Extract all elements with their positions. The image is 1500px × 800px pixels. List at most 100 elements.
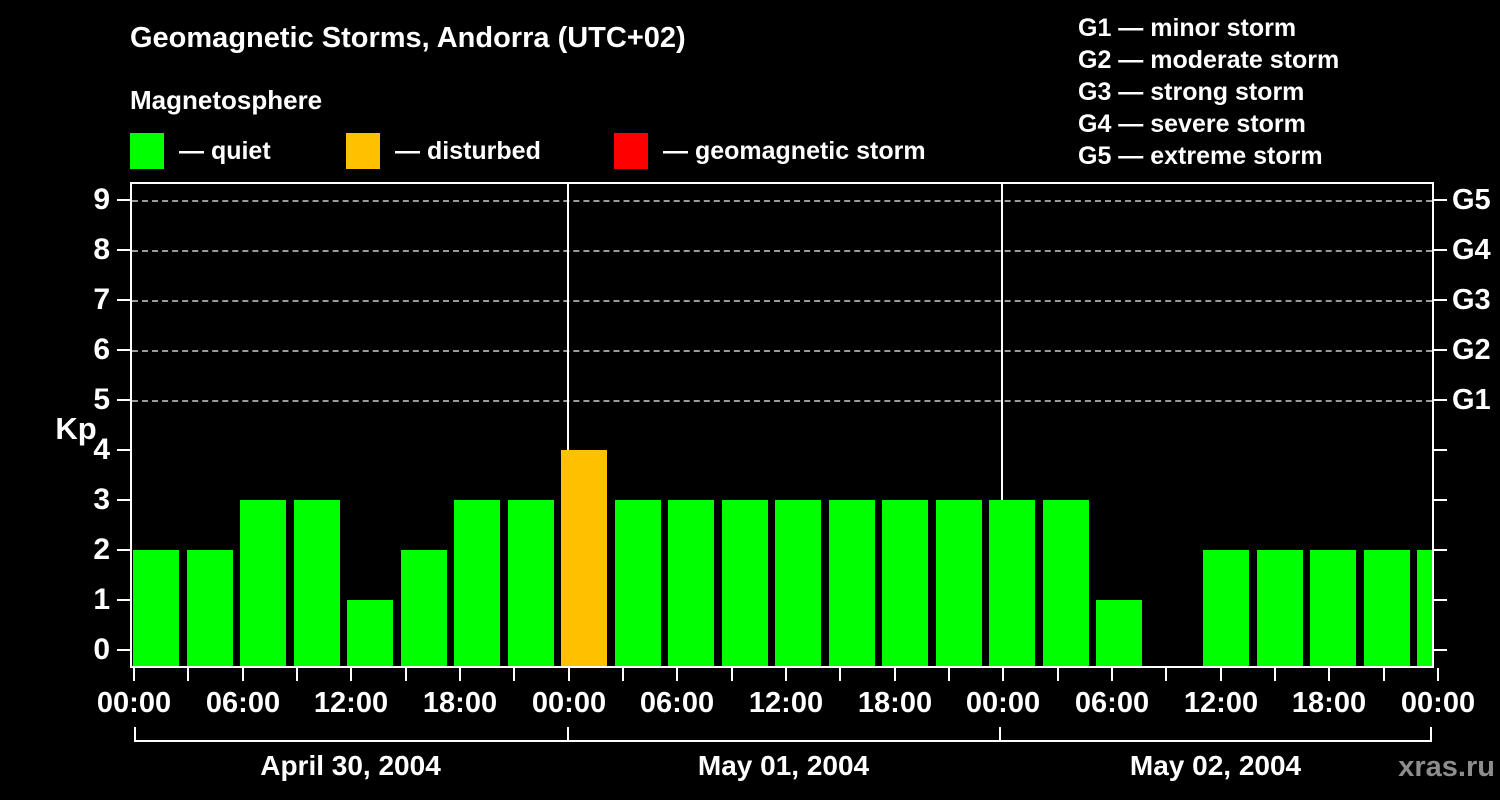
x-axis-tick [133, 668, 135, 681]
time-label: 12:00 [748, 687, 824, 719]
kp-bar [507, 500, 554, 666]
kp-bar [1417, 550, 1432, 666]
storm-scale-legend-line: G2 — moderate storm [1078, 46, 1340, 74]
x-axis-tick [1383, 668, 1385, 681]
date-axis-tick [567, 727, 569, 742]
kp-gridline [132, 250, 1432, 252]
kp-bar [347, 600, 393, 666]
y-axis-label: 9 [93, 183, 110, 216]
date-label: May 01, 2004 [697, 750, 870, 781]
x-axis-tick [296, 668, 298, 681]
kp-gridline [132, 350, 1432, 352]
y-axis-tick [117, 399, 130, 401]
kp-gridline [132, 400, 1432, 402]
y-axis-label: 3 [93, 483, 110, 516]
time-label: 00:00 [1400, 687, 1476, 719]
kp-bar [293, 500, 340, 666]
chart-subtitle: Magnetosphere [130, 85, 323, 115]
y-axis-label: 1 [93, 583, 110, 616]
y-axis-tick [117, 249, 130, 251]
kp-bar [935, 500, 982, 666]
x-axis-tick [1111, 668, 1113, 681]
x-axis-tick [1328, 668, 1330, 681]
kp-bar [1256, 550, 1303, 666]
plot-frame [130, 182, 1434, 668]
g-level-label: G3 [1452, 284, 1491, 316]
kp-gridline [132, 300, 1432, 302]
right-axis-tick [1434, 199, 1447, 201]
y-axis-tick [117, 599, 130, 601]
x-axis-tick [459, 668, 461, 681]
y-axis-label: 8 [93, 233, 110, 266]
legend-item: — quiet [130, 133, 271, 169]
kp-bar [1363, 550, 1410, 666]
kp-bar [668, 500, 714, 666]
right-axis-tick [1434, 349, 1447, 351]
storm-scale-legend-line: G5 — extreme storm [1078, 142, 1323, 170]
kp-bar [133, 550, 179, 666]
kp-bar [240, 500, 286, 666]
kp-bar [721, 500, 768, 666]
g-level-label: G2 [1452, 334, 1491, 366]
y-axis-tick [117, 449, 130, 451]
right-axis-tick [1434, 499, 1447, 501]
legend-item: — geomagnetic storm [614, 133, 926, 169]
date-axis-tick [134, 727, 136, 742]
kp-bar [828, 500, 875, 666]
kp-bar [1310, 550, 1356, 666]
x-axis-tick [1274, 668, 1276, 681]
x-axis-tick [513, 668, 515, 681]
x-axis-tick [785, 668, 787, 681]
storm-scale-legend-line: G1 — minor storm [1078, 14, 1297, 42]
y-axis-tick [117, 649, 130, 651]
quiet-color-swatch [130, 133, 164, 169]
kp-bar [1042, 500, 1089, 666]
time-label: 00:00 [96, 687, 172, 719]
kp-bar [400, 550, 447, 666]
x-axis-tick [948, 668, 950, 681]
kp-bar [882, 500, 928, 666]
y-axis-label: 0 [93, 633, 110, 666]
x-axis-tick [187, 668, 189, 681]
kp-bar [775, 500, 821, 666]
plot-area [132, 184, 1432, 666]
y-axis-tick [117, 299, 130, 301]
kp-bar [1096, 600, 1142, 666]
y-axis-tick [117, 549, 130, 551]
x-axis-tick [1002, 668, 1004, 681]
date-label: May 02, 2004 [1129, 750, 1302, 781]
date-axis-line [134, 740, 1432, 742]
storm-color-swatch [614, 133, 648, 169]
right-axis-tick [1434, 249, 1447, 251]
page-title: Geomagnetic Storms, Andorra (UTC+02) [130, 22, 686, 54]
x-axis-tick [839, 668, 841, 681]
x-axis-tick [405, 668, 407, 681]
kp-bar [454, 500, 500, 666]
right-axis-tick [1434, 549, 1447, 551]
kp-bar [989, 500, 1035, 666]
storm-scale-legend-line: G3 — strong storm [1078, 78, 1305, 106]
time-label: 18:00 [1291, 687, 1367, 719]
watermark: xras.ru [1398, 751, 1495, 783]
right-axis-tick [1434, 299, 1447, 301]
y-axis-tick [117, 499, 130, 501]
y-axis-title: Kp [55, 411, 97, 446]
date-axis-tick [1430, 727, 1432, 742]
right-axis-tick [1434, 449, 1447, 451]
x-axis-tick [731, 668, 733, 681]
g-level-label: G4 [1452, 234, 1491, 266]
disturbed-color-swatch [346, 133, 380, 169]
x-axis-tick [1057, 668, 1059, 681]
storm-scale-legend: G1 — minor storm G2 — moderate storm G3 — … [1078, 12, 1339, 172]
time-label: 00:00 [531, 687, 607, 719]
time-label: 06:00 [1074, 687, 1150, 719]
storm-scale-legend-line: G4 — severe storm [1078, 110, 1306, 138]
x-axis-tick [1220, 668, 1222, 681]
y-axis-label: 2 [93, 533, 110, 566]
kp-bar [614, 500, 661, 666]
kp-bar [186, 550, 233, 666]
y-axis-tick [117, 199, 130, 201]
x-axis-tick [676, 668, 678, 681]
time-label: 00:00 [965, 687, 1041, 719]
